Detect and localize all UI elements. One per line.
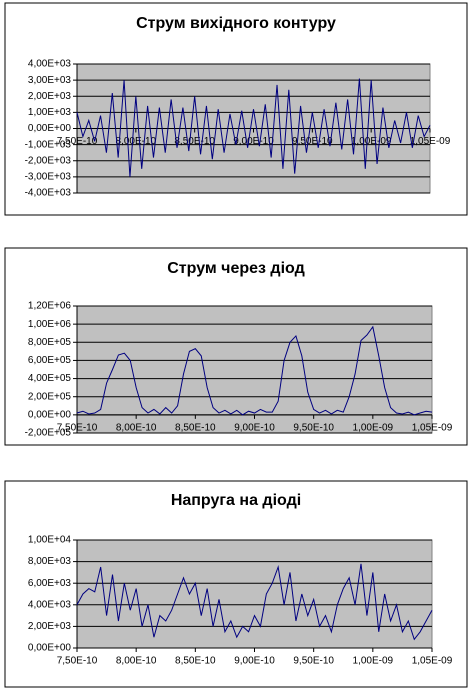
x-tick-label: 8,50E-10 [174, 136, 215, 147]
y-tick-label: 1,00E+06 [28, 319, 72, 330]
x-tick-label: 8,00E-10 [116, 656, 157, 667]
y-tick-label: 8,00E+03 [28, 556, 72, 567]
y-tick-label: -2,00E+03 [25, 155, 72, 166]
y-tick-label: -4,00E+03 [25, 188, 72, 199]
chart-title: Струм через діод [167, 260, 305, 277]
x-tick-label: 7,50E-10 [57, 136, 98, 147]
x-tick-label: 7,50E-10 [57, 656, 98, 667]
y-tick-label: 6,00E+05 [28, 355, 72, 366]
x-tick-label: 1,05E-09 [412, 656, 453, 667]
x-tick-label: 8,00E-10 [116, 422, 157, 433]
x-tick-label: 1,00E-09 [353, 422, 394, 433]
y-tick-label: 0,00E+00 [28, 123, 72, 134]
x-tick-label: 8,50E-10 [175, 656, 216, 667]
y-tick-label: 8,00E+05 [28, 337, 72, 348]
y-tick-label: 0,00E+00 [28, 643, 72, 654]
x-tick-label: 9,00E-10 [233, 136, 274, 147]
x-tick-label: 9,50E-10 [293, 656, 334, 667]
x-tick-label: 1,00E-09 [353, 656, 394, 667]
y-tick-label: 1,00E+03 [28, 107, 72, 118]
plot-area [76, 539, 433, 649]
y-tick-label: 4,00E+05 [28, 373, 72, 384]
y-tick-label: 2,00E+03 [28, 91, 72, 102]
y-tick-label: -2,00E+05 [25, 428, 72, 439]
chart-title: Струм вихідного контуру [136, 15, 336, 32]
x-tick-label: 1,05E-09 [410, 136, 451, 147]
plot-area [76, 305, 433, 434]
y-tick-label: 4,00E+03 [28, 59, 72, 70]
x-tick-label: 8,00E-10 [116, 136, 157, 147]
y-tick-label: -1,00E+03 [25, 139, 72, 150]
y-tick-label: 2,00E+03 [28, 621, 72, 632]
y-tick-label: 1,20E+06 [28, 301, 72, 312]
x-tick-label: 8,50E-10 [175, 422, 216, 433]
y-tick-label: 4,00E+03 [28, 599, 72, 610]
y-tick-label: 1,00E+04 [28, 535, 72, 546]
y-tick-label: 2,00E+05 [28, 391, 72, 402]
x-tick-label: 1,05E-09 [412, 422, 453, 433]
y-tick-label: 3,00E+03 [28, 75, 72, 86]
y-tick-label: -3,00E+03 [25, 172, 72, 183]
y-tick-label: 6,00E+03 [28, 578, 72, 589]
y-tick-label: 0,00E+00 [28, 409, 72, 420]
chart-title: Напруга на діоді [171, 492, 301, 509]
x-tick-label: 9,50E-10 [292, 136, 333, 147]
data-line [76, 78, 431, 177]
data-line [76, 563, 433, 641]
x-tick-label: 9,50E-10 [293, 422, 334, 433]
x-tick-label: 9,00E-10 [234, 422, 275, 433]
x-tick-label: 9,00E-10 [234, 656, 275, 667]
x-tick-label: 7,50E-10 [57, 422, 98, 433]
x-tick-label: 1,00E-09 [351, 136, 392, 147]
data-line [76, 325, 433, 416]
